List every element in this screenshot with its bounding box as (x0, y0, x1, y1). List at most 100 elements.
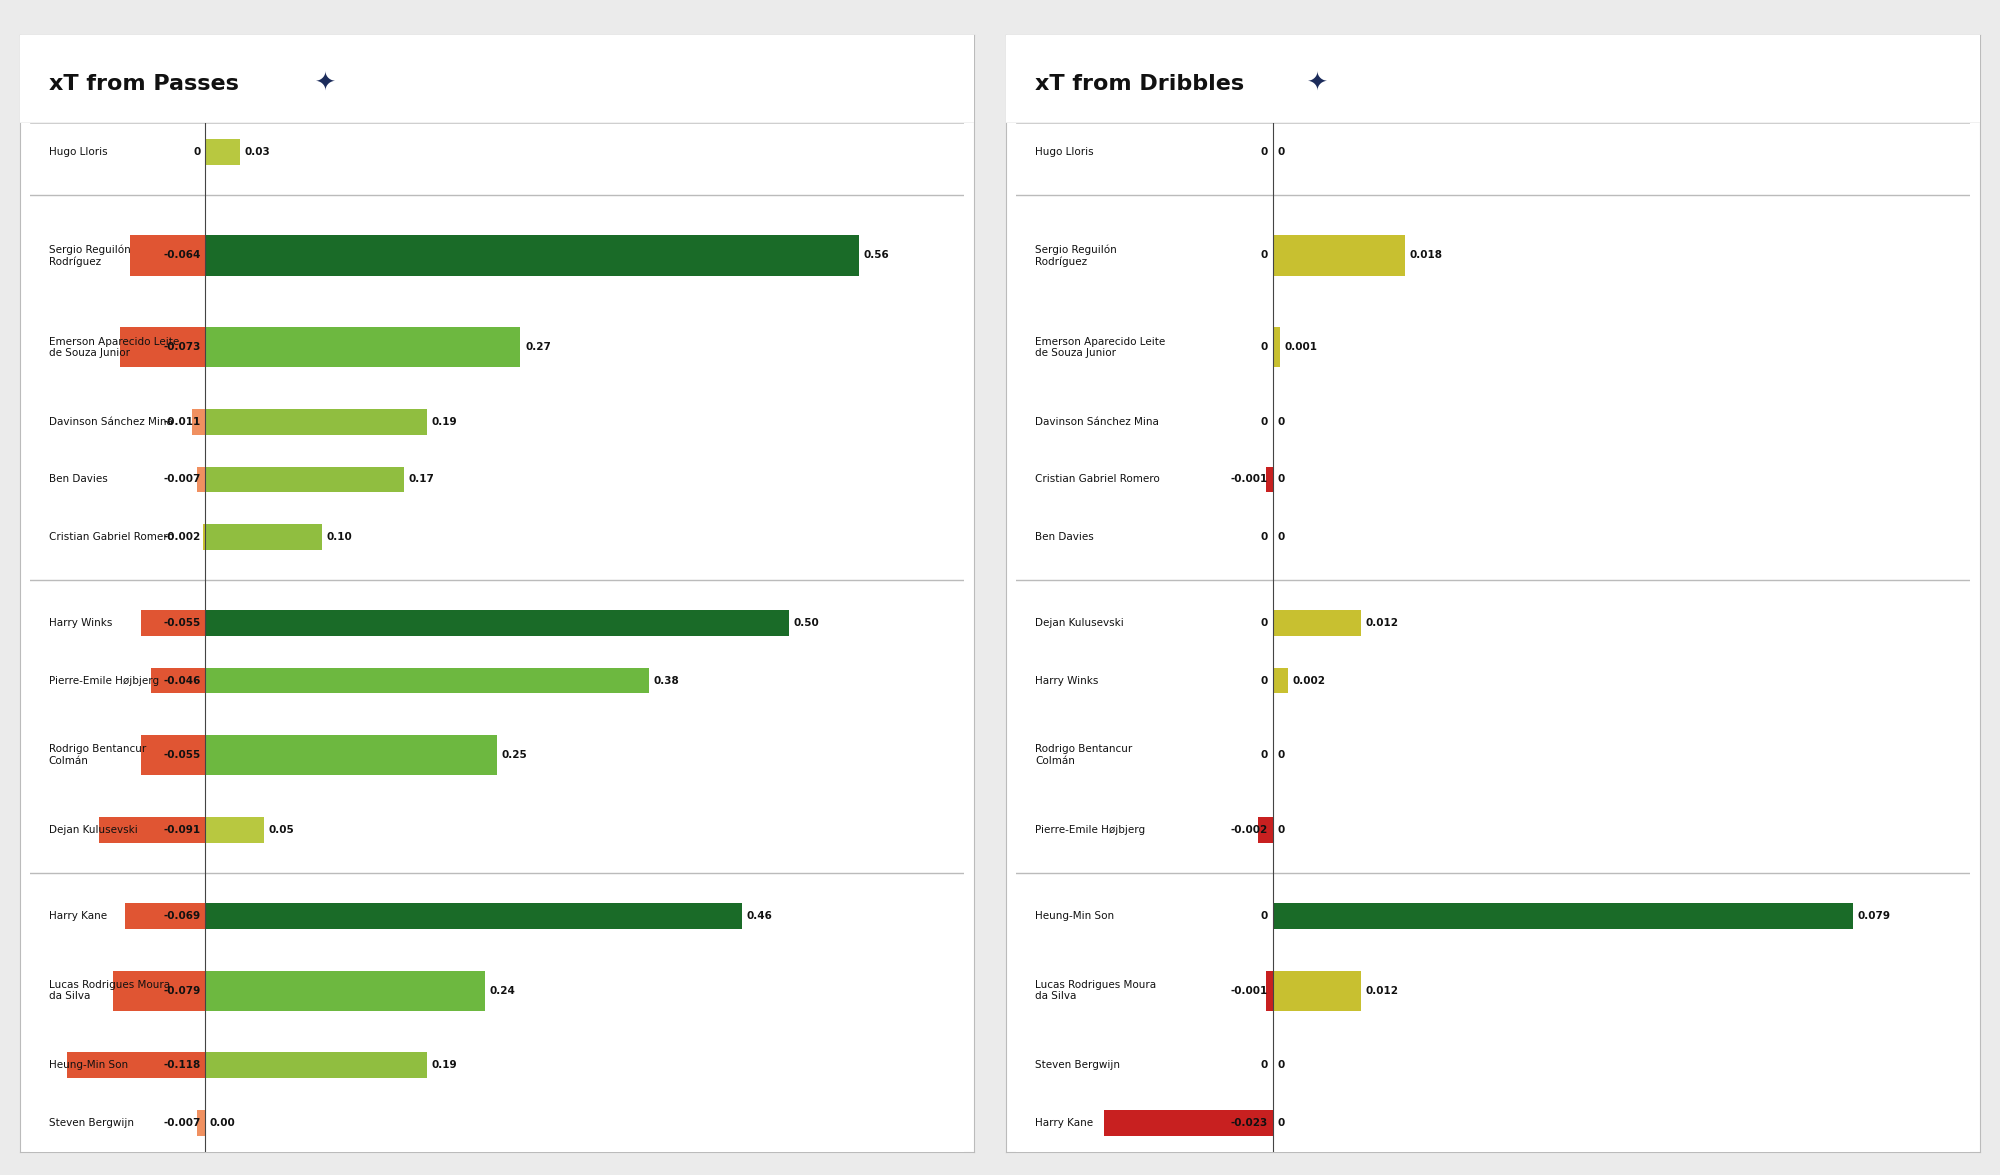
Text: 0.05: 0.05 (268, 825, 294, 835)
Text: Lucas Rodrigues Moura
da Silva: Lucas Rodrigues Moura da Silva (1036, 980, 1156, 1001)
Text: 0: 0 (1278, 1060, 1284, 1070)
Text: Davinson Sánchez Mina: Davinson Sánchez Mina (48, 417, 172, 427)
Text: Harry Winks: Harry Winks (48, 618, 112, 629)
Text: 0.001: 0.001 (1284, 342, 1318, 352)
Text: -0.064: -0.064 (164, 250, 200, 261)
Text: xT from Passes: xT from Passes (48, 74, 238, 94)
Text: 0.25: 0.25 (502, 750, 528, 760)
Text: 0: 0 (1278, 475, 1284, 484)
Text: ✦: ✦ (314, 72, 336, 95)
Bar (1272, 610, 1360, 636)
Text: 0: 0 (1278, 750, 1284, 760)
Text: 0: 0 (1260, 911, 1268, 921)
Text: -0.055: -0.055 (164, 750, 200, 760)
Text: Cristian Gabriel Romero: Cristian Gabriel Romero (1036, 475, 1160, 484)
Text: 0.012: 0.012 (1366, 986, 1398, 995)
Bar (206, 409, 426, 435)
Bar (98, 817, 206, 842)
Text: Pierre-Emile Højbjerg: Pierre-Emile Højbjerg (1036, 825, 1146, 835)
Text: -0.007: -0.007 (164, 475, 200, 484)
Text: 0: 0 (1278, 417, 1284, 427)
Text: 0.012: 0.012 (1366, 618, 1398, 629)
Bar (1266, 466, 1272, 492)
Bar (1272, 971, 1360, 1010)
Bar (206, 328, 520, 368)
Bar (206, 139, 240, 165)
Bar (120, 328, 206, 368)
Text: Emerson Aparecido Leite
de Souza Junior: Emerson Aparecido Leite de Souza Junior (1036, 336, 1166, 358)
Text: Hugo Lloris: Hugo Lloris (48, 147, 108, 157)
Text: Davinson Sánchez Mina: Davinson Sánchez Mina (1036, 417, 1158, 427)
Text: -0.118: -0.118 (164, 1060, 200, 1070)
Text: 0: 0 (1278, 825, 1284, 835)
Bar (206, 817, 264, 842)
Text: -0.001: -0.001 (1230, 986, 1268, 995)
Text: Harry Kane: Harry Kane (48, 911, 106, 921)
Text: 0.17: 0.17 (408, 475, 434, 484)
Bar (1272, 328, 1280, 368)
Text: 0: 0 (1260, 417, 1268, 427)
Text: Sergio Reguilón
Rodríguez: Sergio Reguilón Rodríguez (48, 244, 130, 267)
Text: Rodrigo Bentancur
Colmán: Rodrigo Bentancur Colmán (1036, 745, 1132, 766)
Text: 0.24: 0.24 (490, 986, 516, 995)
Text: Steven Bergwijn: Steven Bergwijn (1036, 1060, 1120, 1070)
Text: 0: 0 (1278, 1117, 1284, 1128)
Bar (124, 904, 206, 929)
Text: 0: 0 (1260, 250, 1268, 261)
Text: -0.055: -0.055 (164, 618, 200, 629)
Text: Steven Bergwijn: Steven Bergwijn (48, 1117, 134, 1128)
Bar (140, 610, 206, 636)
Text: Emerson Aparecido Leite
de Souza Junior: Emerson Aparecido Leite de Souza Junior (48, 336, 178, 358)
Bar (68, 1053, 206, 1079)
Text: 0.50: 0.50 (794, 618, 820, 629)
Text: Dejan Kulusevski: Dejan Kulusevski (1036, 618, 1124, 629)
Text: Harry Winks: Harry Winks (1036, 676, 1098, 685)
Text: 0.19: 0.19 (432, 1060, 458, 1070)
Text: Hugo Lloris: Hugo Lloris (1036, 147, 1094, 157)
Bar (152, 667, 206, 693)
Text: 0: 0 (1260, 147, 1268, 157)
Text: Rodrigo Bentancur
Colmán: Rodrigo Bentancur Colmán (48, 745, 146, 766)
Text: xT from Dribbles: xT from Dribbles (1036, 74, 1244, 94)
Text: 0: 0 (1278, 147, 1284, 157)
Bar (1266, 971, 1272, 1010)
Text: -0.011: -0.011 (164, 417, 200, 427)
Bar (196, 1110, 206, 1136)
Text: 0.46: 0.46 (746, 911, 772, 921)
Bar (140, 736, 206, 776)
Bar (206, 904, 742, 929)
Text: -0.002: -0.002 (164, 532, 200, 542)
Text: 0.38: 0.38 (654, 676, 680, 685)
Bar (206, 971, 486, 1010)
Text: Heung-Min Son: Heung-Min Son (48, 1060, 128, 1070)
Bar (206, 667, 648, 693)
Bar (1272, 904, 1852, 929)
Text: 0.00: 0.00 (210, 1117, 236, 1128)
Text: 0.03: 0.03 (244, 147, 270, 157)
Text: -0.079: -0.079 (164, 986, 200, 995)
Bar (202, 524, 206, 550)
Text: Sergio Reguilón
Rodríguez: Sergio Reguilón Rodríguez (1036, 244, 1116, 267)
Text: Dejan Kulusevski: Dejan Kulusevski (48, 825, 138, 835)
Text: -0.073: -0.073 (164, 342, 200, 352)
Text: 0: 0 (1260, 532, 1268, 542)
Bar (206, 736, 496, 776)
Text: Ben Davies: Ben Davies (48, 475, 108, 484)
Bar (130, 235, 206, 276)
Text: 0.19: 0.19 (432, 417, 458, 427)
Bar (1272, 235, 1404, 276)
Text: -0.007: -0.007 (164, 1117, 200, 1128)
Bar (196, 466, 206, 492)
Bar (206, 524, 322, 550)
Text: 0: 0 (1260, 676, 1268, 685)
Bar (206, 235, 858, 276)
Text: -0.091: -0.091 (164, 825, 200, 835)
Text: 0.27: 0.27 (526, 342, 550, 352)
Bar (1272, 667, 1288, 693)
Text: 0: 0 (1260, 342, 1268, 352)
Bar (1258, 817, 1272, 842)
Bar (112, 971, 206, 1010)
Text: Lucas Rodrigues Moura
da Silva: Lucas Rodrigues Moura da Silva (48, 980, 170, 1001)
Text: Ben Davies: Ben Davies (1036, 532, 1094, 542)
Text: 0.002: 0.002 (1292, 676, 1326, 685)
